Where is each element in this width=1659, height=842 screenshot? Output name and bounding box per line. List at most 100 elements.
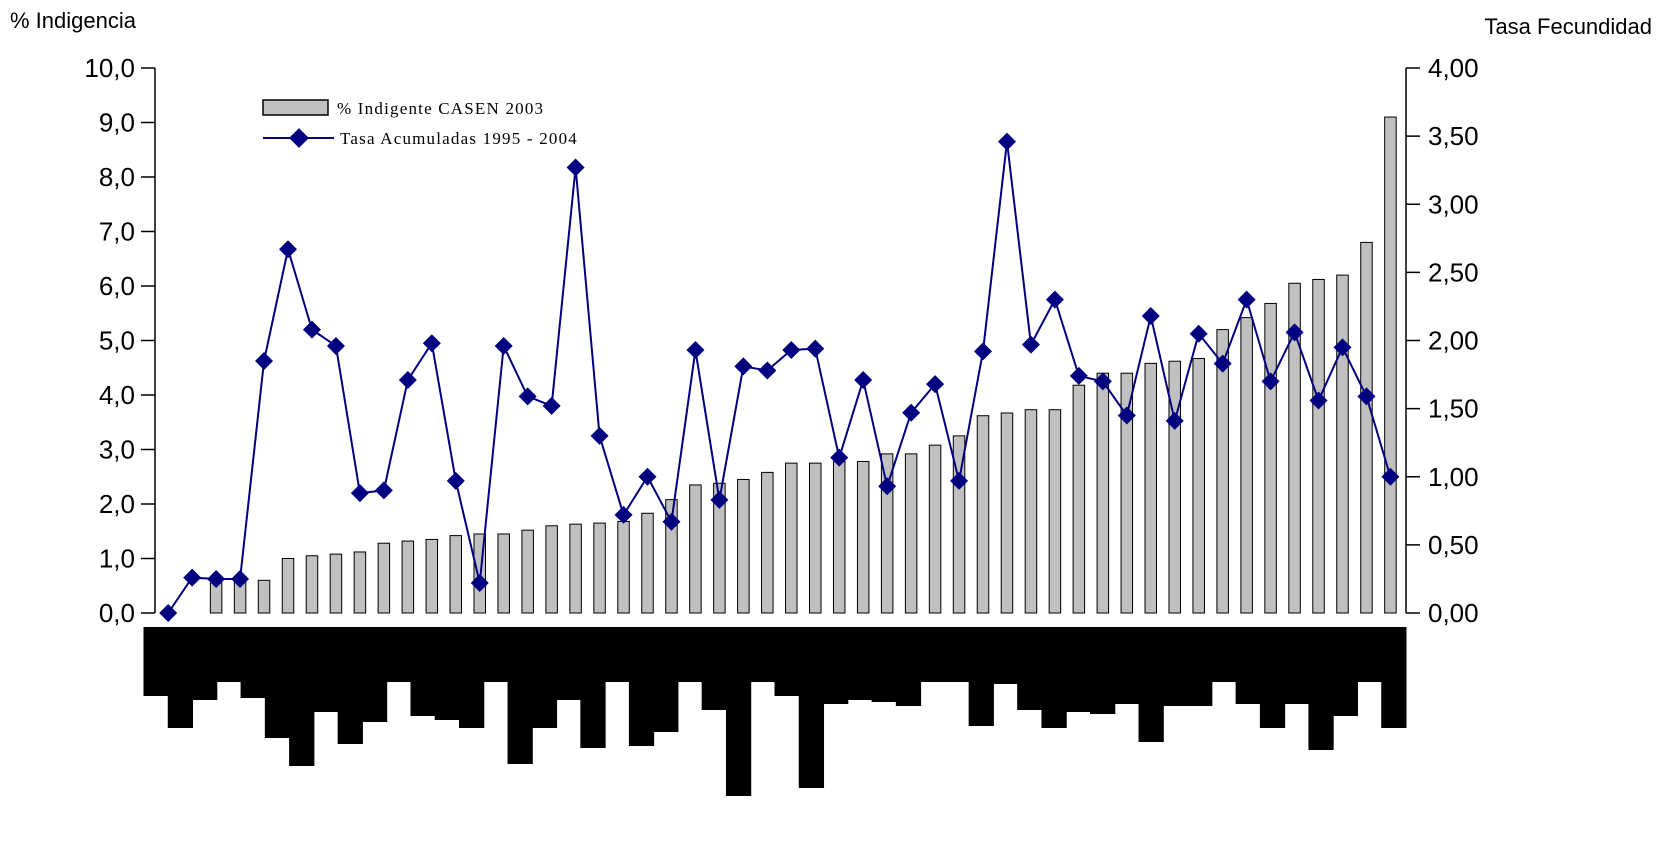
redaction-column xyxy=(1259,627,1286,728)
redaction-column xyxy=(1211,627,1237,662)
left-tick-label: 5,0 xyxy=(99,326,135,356)
redaction-column xyxy=(944,627,970,680)
line-point xyxy=(902,403,921,422)
bar xyxy=(1288,282,1301,614)
right-tick-label: 0,50 xyxy=(1428,530,1479,560)
right-tick-label: 2,50 xyxy=(1428,257,1479,287)
line-point xyxy=(1309,391,1328,410)
bar xyxy=(1360,241,1373,614)
bar xyxy=(593,522,606,614)
redaction-column xyxy=(216,627,242,682)
line-point xyxy=(1093,372,1112,391)
redaction-column xyxy=(604,627,630,680)
redaction-column xyxy=(386,627,412,676)
line-point xyxy=(1189,324,1208,343)
line-point xyxy=(926,375,945,394)
bar xyxy=(1264,302,1277,614)
left-tick-label: 3,0 xyxy=(99,435,135,465)
bar xyxy=(521,529,534,614)
bar xyxy=(665,499,678,614)
line-point xyxy=(374,481,393,500)
left-tick-label: 0,0 xyxy=(99,598,135,628)
redaction-column xyxy=(920,627,946,676)
redaction-column xyxy=(1041,627,1067,728)
line-series xyxy=(159,132,1400,622)
bar xyxy=(569,523,582,614)
line-point xyxy=(398,371,417,390)
redaction-column xyxy=(264,627,291,738)
line-point xyxy=(1237,290,1256,309)
legend: % Indigente CASEN 2003 Tasa Acumuladas 1… xyxy=(262,99,578,148)
redaction-column xyxy=(1017,627,1043,710)
y-right-title: Tasa Fecundidad xyxy=(1484,14,1652,39)
redaction-column xyxy=(410,627,436,716)
left-tick-label: 7,0 xyxy=(99,217,135,247)
redaction-column xyxy=(1235,627,1261,704)
bar xyxy=(808,462,822,614)
redaction-column xyxy=(653,627,679,732)
line-point xyxy=(1045,290,1064,309)
line-point xyxy=(1333,338,1352,357)
line-point xyxy=(207,569,226,588)
bar xyxy=(497,533,510,614)
line-point xyxy=(950,471,969,490)
redaction-column xyxy=(434,627,460,720)
line-point xyxy=(183,568,202,587)
left-tick-label: 9,0 xyxy=(99,108,135,138)
bar-series xyxy=(209,116,1397,614)
line-point xyxy=(638,467,657,486)
redaction-column xyxy=(823,627,849,704)
line-point xyxy=(1021,335,1040,354)
left-tick-label: 1,0 xyxy=(99,544,135,574)
right-tick-label: 1,00 xyxy=(1428,462,1479,492)
bar xyxy=(689,484,702,614)
bar xyxy=(305,555,319,614)
right-axis: 0,00 0,50 1,00 1,50 2,00 2,50 3,00 3,50 4,00 xyxy=(1405,53,1479,628)
bar xyxy=(1048,409,1062,614)
bar xyxy=(377,542,391,614)
redaction-column xyxy=(701,627,727,710)
bar xyxy=(785,462,798,614)
line-point xyxy=(518,387,537,406)
line-point xyxy=(326,336,345,355)
redaction-column xyxy=(580,627,606,748)
redaction-column xyxy=(1114,627,1140,704)
legend-line-label: Tasa Acumuladas 1995 - 2004 xyxy=(340,129,578,148)
line-point xyxy=(710,490,729,509)
redaction-column xyxy=(1284,627,1310,704)
bar xyxy=(1120,372,1134,614)
line-point xyxy=(878,477,897,496)
legend-bar-label: % Indigente CASEN 2003 xyxy=(337,99,544,118)
line-point xyxy=(494,336,513,355)
line-point xyxy=(974,342,993,361)
bar xyxy=(641,512,654,614)
line-point xyxy=(806,339,825,358)
line-point xyxy=(255,351,274,370)
line-point xyxy=(1069,366,1088,385)
redaction-column xyxy=(1162,627,1189,706)
line-point xyxy=(686,341,705,360)
redaction-column xyxy=(507,627,533,764)
bar xyxy=(281,558,295,614)
bar xyxy=(713,482,726,614)
bar xyxy=(329,553,343,614)
redaction-column xyxy=(483,627,509,666)
bar xyxy=(856,460,870,614)
left-tick-label: 8,0 xyxy=(99,162,135,192)
redaction-column xyxy=(1090,627,1116,714)
redaction-column xyxy=(289,627,315,766)
bar xyxy=(617,520,630,614)
redaction-column xyxy=(1381,627,1407,728)
redaction-column xyxy=(1065,627,1091,712)
line-point xyxy=(231,569,250,588)
line-point xyxy=(446,471,465,490)
redaction-column xyxy=(361,627,388,722)
line-point xyxy=(590,426,609,445)
bar xyxy=(737,478,750,614)
redaction-column xyxy=(1187,627,1213,706)
right-tick-label: 4,00 xyxy=(1428,53,1479,83)
line-point xyxy=(1285,323,1304,342)
line-point xyxy=(1261,372,1280,391)
bar xyxy=(1000,412,1014,614)
